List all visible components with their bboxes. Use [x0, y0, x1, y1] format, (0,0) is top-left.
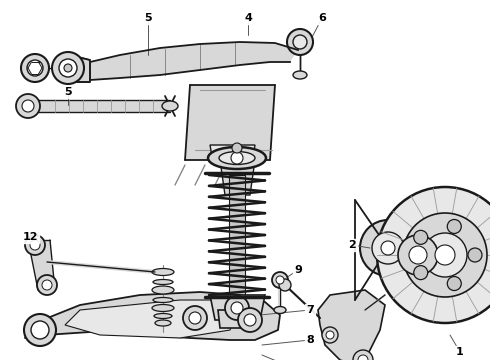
- Circle shape: [37, 275, 57, 295]
- Ellipse shape: [152, 269, 174, 275]
- Circle shape: [24, 314, 56, 346]
- Circle shape: [360, 220, 416, 276]
- Text: 12: 12: [22, 232, 38, 242]
- Text: 5: 5: [64, 87, 72, 97]
- Ellipse shape: [274, 306, 286, 314]
- Circle shape: [414, 266, 428, 280]
- Circle shape: [377, 187, 490, 323]
- Circle shape: [31, 321, 49, 339]
- Polygon shape: [220, 160, 255, 195]
- Circle shape: [403, 213, 487, 297]
- Circle shape: [358, 355, 368, 360]
- Ellipse shape: [162, 101, 178, 111]
- Polygon shape: [90, 42, 298, 80]
- Ellipse shape: [154, 314, 172, 319]
- Ellipse shape: [155, 320, 171, 326]
- Polygon shape: [65, 300, 240, 338]
- Polygon shape: [318, 290, 385, 360]
- Circle shape: [189, 312, 201, 324]
- Polygon shape: [185, 85, 275, 160]
- Circle shape: [225, 296, 249, 320]
- Polygon shape: [218, 310, 255, 328]
- Circle shape: [423, 233, 467, 277]
- Polygon shape: [70, 55, 90, 82]
- Circle shape: [16, 94, 40, 118]
- Text: 5: 5: [144, 13, 152, 23]
- Ellipse shape: [293, 71, 307, 79]
- Circle shape: [372, 232, 404, 264]
- Circle shape: [468, 248, 482, 262]
- Circle shape: [238, 308, 262, 332]
- Text: 4: 4: [244, 13, 252, 23]
- Circle shape: [409, 246, 427, 264]
- Text: 1: 1: [456, 347, 464, 357]
- Circle shape: [293, 35, 307, 49]
- Text: 6: 6: [318, 13, 326, 23]
- Circle shape: [398, 235, 438, 275]
- Ellipse shape: [153, 297, 173, 302]
- Polygon shape: [35, 100, 170, 112]
- Circle shape: [435, 245, 455, 265]
- Ellipse shape: [208, 147, 266, 169]
- Text: 9: 9: [294, 265, 302, 275]
- Ellipse shape: [152, 305, 174, 311]
- Circle shape: [64, 64, 72, 72]
- Circle shape: [322, 327, 338, 343]
- Text: 8: 8: [306, 335, 314, 345]
- Circle shape: [381, 241, 395, 255]
- Circle shape: [27, 60, 43, 76]
- Circle shape: [287, 29, 313, 55]
- Circle shape: [30, 240, 40, 250]
- Polygon shape: [210, 145, 255, 162]
- Circle shape: [272, 272, 288, 288]
- Circle shape: [42, 280, 52, 290]
- Text: 7: 7: [306, 305, 314, 315]
- Circle shape: [414, 230, 428, 244]
- Polygon shape: [210, 295, 265, 320]
- Circle shape: [447, 220, 461, 234]
- Circle shape: [231, 152, 243, 164]
- Polygon shape: [229, 175, 245, 295]
- Circle shape: [279, 279, 291, 291]
- Circle shape: [353, 350, 373, 360]
- Polygon shape: [28, 240, 55, 290]
- Polygon shape: [25, 292, 280, 340]
- Circle shape: [447, 276, 461, 291]
- Ellipse shape: [153, 279, 173, 284]
- Circle shape: [25, 235, 45, 255]
- Ellipse shape: [152, 286, 174, 294]
- Circle shape: [59, 59, 77, 77]
- Circle shape: [21, 54, 49, 82]
- Circle shape: [183, 306, 207, 330]
- Ellipse shape: [219, 152, 255, 165]
- Circle shape: [326, 331, 334, 339]
- Circle shape: [231, 302, 243, 314]
- Circle shape: [244, 314, 256, 326]
- Text: 2: 2: [348, 240, 356, 250]
- Circle shape: [276, 276, 284, 284]
- Circle shape: [232, 143, 242, 153]
- Circle shape: [22, 100, 34, 112]
- Circle shape: [52, 52, 84, 84]
